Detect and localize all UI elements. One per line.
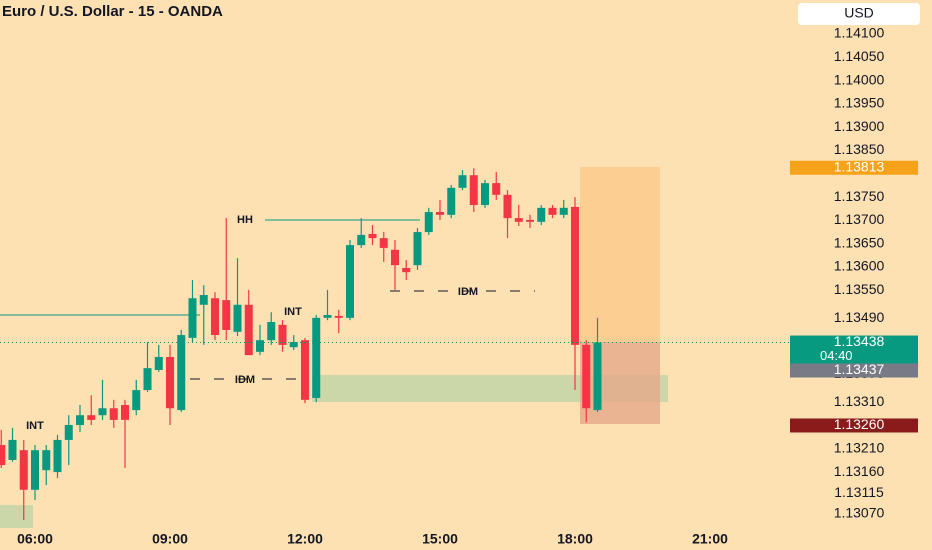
- candle-body: [199, 294, 208, 305]
- x-tick-label: 18:00: [557, 531, 593, 547]
- y-tick-label: 1.13700: [834, 211, 885, 227]
- candle-body: [233, 304, 242, 332]
- candle-body: [267, 322, 276, 341]
- y-tick-label: 1.13950: [834, 95, 885, 111]
- candle-body: [368, 233, 377, 239]
- y-tick-label: 1.13310: [834, 393, 885, 409]
- candle-body: [346, 245, 355, 318]
- currency-label[interactable]: USD: [844, 5, 874, 21]
- candle-body: [301, 340, 310, 400]
- candle-body: [447, 187, 456, 215]
- x-tick-label: 12:00: [287, 531, 323, 547]
- price-tag: [790, 335, 918, 364]
- candle-body: [334, 315, 343, 318]
- candle-body: [391, 249, 399, 266]
- candle-body: [8, 439, 17, 460]
- candle-body: [188, 298, 197, 338]
- y-tick-label: 1.13210: [834, 439, 885, 455]
- candle-body: [458, 175, 467, 188]
- currency-button[interactable]: [798, 3, 920, 25]
- x-tick-label: 09:00: [152, 531, 188, 547]
- candle-body: [98, 408, 107, 416]
- candle-body: [503, 194, 512, 219]
- candle-body: [121, 404, 130, 420]
- candle-body: [42, 450, 51, 471]
- candle-body: [222, 300, 231, 330]
- candle-body: [435, 212, 444, 215]
- price-tag: [790, 160, 918, 175]
- candle-body: [132, 390, 141, 411]
- candle-body: [402, 267, 411, 273]
- candle-body: [154, 356, 163, 371]
- candle-body: [570, 206, 579, 345]
- y-tick-label: 1.13750: [834, 188, 885, 204]
- candle-body: [582, 344, 591, 409]
- price-tag-label: 1.13260: [834, 416, 885, 432]
- y-tick-label: 1.13070: [834, 505, 885, 521]
- y-tick-label: 1.13600: [834, 258, 885, 274]
- price-tag: [790, 418, 918, 433]
- candle-body: [525, 219, 534, 222]
- candle-body: [0, 445, 6, 466]
- countdown: 04:40: [820, 348, 853, 363]
- price-tag-label: 1.13437: [834, 361, 885, 377]
- annotation: INT: [26, 420, 44, 432]
- y-tick-label: 1.13650: [834, 234, 885, 250]
- candle-body: [480, 183, 489, 206]
- y-tick-label: 1.14000: [834, 71, 885, 87]
- candle-body: [278, 324, 287, 345]
- candle-body: [244, 304, 253, 356]
- target-zone: [580, 167, 660, 342]
- chart-title: Euro / U.S. Dollar - 15 - OANDA: [2, 3, 223, 20]
- y-tick-label: 1.14050: [834, 48, 885, 64]
- candle-body: [559, 207, 568, 215]
- y-tick-label: 1.13115: [834, 484, 884, 500]
- y-tick-label: 1.14100: [834, 25, 885, 41]
- annotation: INT: [284, 306, 302, 318]
- annotation: IDM: [458, 286, 478, 298]
- candle-body: [87, 415, 96, 420]
- x-tick-label: 06:00: [17, 531, 53, 547]
- candle-body: [323, 315, 332, 318]
- candle-body: [76, 415, 85, 426]
- y-tick-label: 1.13550: [834, 281, 885, 297]
- candle-body: [537, 207, 546, 222]
- annotation: IDM: [235, 374, 255, 386]
- candle-body: [53, 439, 62, 473]
- candle-body: [211, 298, 220, 336]
- y-tick-label: 1.13160: [834, 463, 885, 479]
- y-tick-label: 1.13490: [834, 309, 885, 325]
- candle-body: [357, 234, 366, 246]
- candle-body: [256, 340, 265, 352]
- candle-body: [379, 238, 388, 248]
- candle-body: [548, 207, 557, 215]
- candle-body: [64, 425, 73, 440]
- y-tick-label: 1.13850: [834, 141, 885, 157]
- candle-body: [31, 450, 40, 490]
- x-tick-label: 15:00: [422, 531, 458, 547]
- candle-body: [593, 342, 602, 411]
- candle-body: [413, 232, 422, 266]
- candle-body: [143, 368, 152, 391]
- candle-body: [166, 356, 175, 409]
- y-tick-label: 1.13900: [834, 118, 885, 134]
- price-tag: [790, 363, 918, 378]
- candle-body: [19, 450, 28, 490]
- annotation: HH: [237, 214, 253, 226]
- candle-body: [177, 335, 186, 411]
- candle-body: [424, 212, 433, 233]
- candle-body: [312, 317, 321, 398]
- candle-body: [514, 218, 523, 222]
- candle-body: [109, 408, 118, 420]
- candle-body: [469, 175, 478, 206]
- price-tag-label: 1.13438: [834, 333, 885, 349]
- x-tick-label: 21:00: [692, 531, 728, 547]
- zone: [0, 505, 33, 528]
- price-tag-label: 1.13813: [834, 158, 885, 174]
- stop-zone: [580, 342, 660, 424]
- candle-body: [289, 342, 298, 348]
- candle-body: [492, 183, 501, 195]
